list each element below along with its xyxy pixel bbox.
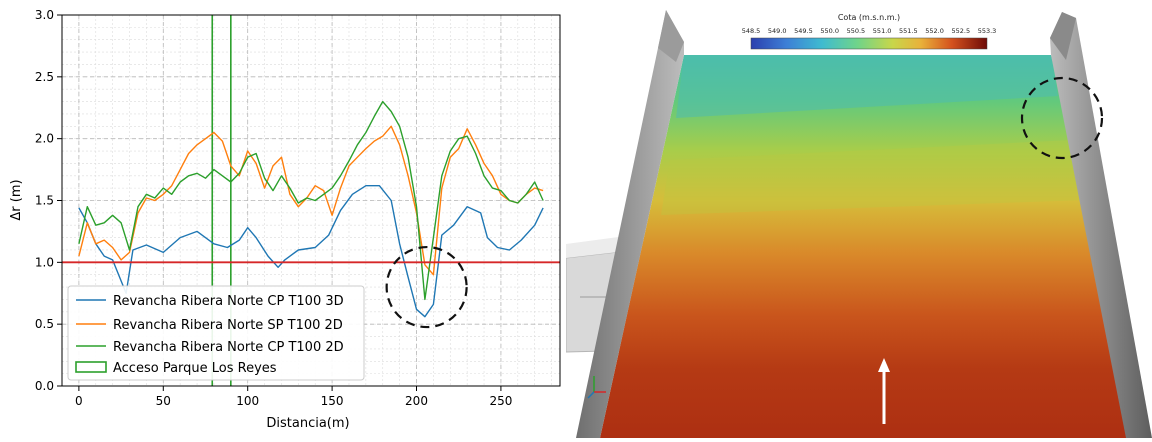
flow-arrow-head [878, 358, 890, 372]
legend-label-3: Revancha Ribera Norte CP T100 2D [113, 340, 344, 355]
colorbar-tick-label: 552.5 [951, 27, 970, 35]
chart-panel: 0 50 100 150 200 250 0.0 0.5 1.0 1.5 2.0 2.5 3.0 Dis… [0, 0, 575, 438]
y-tick-label: 0.5 [35, 317, 54, 331]
series-layer [62, 100, 560, 318]
axes-triad [587, 376, 606, 399]
colorbar-tick-label: 551.5 [899, 27, 918, 35]
colorbar-tick-label: 549.0 [768, 27, 787, 35]
colorbar-ticks: 548.5 549.0 549.5 550.0 550.5 551.0 551.5 552.0… [742, 27, 997, 35]
legend-label-4: Acceso Parque Los Reyes [113, 361, 277, 376]
colorbar-title: Cota (m.s.n.m.) [838, 13, 900, 22]
colorbar-tick-label: 552.0 [925, 27, 944, 35]
left-wall [576, 10, 684, 438]
colorbar-tick-label: 553.3 [978, 27, 997, 35]
y-tick-label: 2.0 [35, 132, 54, 146]
channel-3d-render: Cota (m.s.n.m.) 548.5 549.0 549.5 550.0 550.… [565, 10, 1152, 438]
annotation-layer [385, 245, 468, 329]
water-surface [600, 55, 1150, 438]
y-tick-label: 1.5 [35, 194, 54, 208]
x-tick-label: 200 [405, 394, 428, 408]
line-chart: 0 50 100 150 200 250 0.0 0.5 1.0 1.5 2.0 2.5 3.0 Dis… [0, 0, 575, 438]
y-tick-label: 1.0 [35, 255, 54, 269]
x-tick-label: 0 [75, 394, 83, 408]
series-line-2 [78, 125, 544, 276]
x-tick-label: 50 [156, 394, 171, 408]
legend-swatch-access [75, 361, 107, 373]
axis-layer: 0 50 100 150 200 250 0.0 0.5 1.0 1.5 2.0 2.5 3.0 [35, 8, 512, 408]
legend-box [67, 285, 365, 381]
right-wall [1050, 12, 1152, 438]
colorbar-tick-label: 549.5 [794, 27, 813, 35]
y-tick-label: 3.0 [35, 8, 54, 22]
x-tick-label: 150 [321, 394, 344, 408]
colorbar-tick-label: 550.0 [820, 27, 839, 35]
water-surface-upper-band [676, 55, 1058, 118]
series-line-3 [78, 100, 544, 301]
legend-label-1: Revancha Ribera Norte CP T100 3D [113, 294, 344, 309]
water-surface-mid-band [661, 140, 1086, 215]
right-wall-top [1050, 12, 1076, 60]
colorbar-tick-label: 550.5 [847, 27, 866, 35]
colorbar-tick-label: 548.5 [742, 27, 761, 35]
render-panel: Cota (m.s.n.m.) 548.5 549.0 549.5 550.0 550.… [565, 0, 1152, 438]
legend-label-2: Revancha Ribera Norte SP T100 2D [113, 318, 343, 333]
y-axis-label: Δr (m) [9, 179, 24, 220]
colorbar-tick-label: 551.0 [873, 27, 892, 35]
colorbar [750, 37, 988, 50]
annotation-circle [385, 245, 468, 329]
legend: Revancha Ribera Norte CP T100 3D Revanch… [67, 285, 365, 381]
x-tick-label: 250 [489, 394, 512, 408]
y-tick-label: 2.5 [35, 70, 54, 84]
y-tick-label: 0.0 [35, 379, 54, 393]
series-line-1 [78, 184, 544, 318]
highlight-circle [1020, 76, 1104, 160]
x-axis-label: Distancia(m) [266, 416, 349, 431]
x-tick-label: 100 [236, 394, 259, 408]
left-wall-top [658, 10, 684, 62]
